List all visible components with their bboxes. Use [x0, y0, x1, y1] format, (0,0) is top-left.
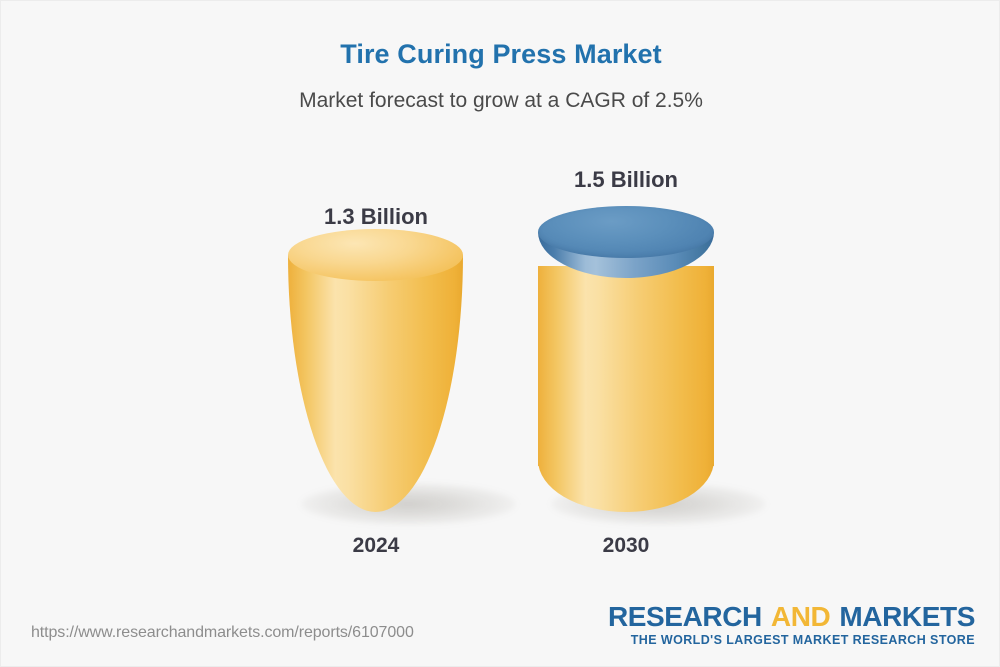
- bar-segment-base-2030: [538, 460, 714, 512]
- source-url[interactable]: https://www.researchandmarkets.com/repor…: [31, 624, 414, 641]
- bar-segment-base-column-2030: [538, 266, 714, 466]
- brand-tagline: THE WORLD'S LARGEST MARKET RESEARCH STOR…: [630, 633, 975, 648]
- bar-top-cap-2030: [538, 206, 714, 258]
- page-title: Tire Curing Press Market: [340, 39, 662, 69]
- brand-logo[interactable]: RESEARCH AND MARKETS THE WORLD'S LARGEST M…: [608, 602, 975, 648]
- brand-word-research: RESEARCH: [607, 601, 762, 632]
- bar-value-label-2024: 1.3 Billion: [324, 204, 428, 229]
- brand-wordmark: RESEARCH AND MARKETS: [608, 602, 975, 631]
- brand-word-and: AND: [770, 601, 831, 632]
- bar-value-label-2030: 1.5 Billion: [574, 167, 678, 192]
- bar-cylinder-2030[interactable]: [538, 206, 714, 512]
- chart-subtitle: Market forecast to grow at a CAGR of 2.5…: [299, 89, 703, 112]
- bar-segment-base-2024: [288, 255, 463, 512]
- brand-word-markets: MARKETS: [839, 601, 975, 632]
- bar-category-label-2030: 2030: [602, 534, 650, 557]
- bar-top-cap-2024: [288, 229, 463, 281]
- bar-category-label-2024: 2024: [352, 534, 400, 557]
- bar-cylinder-2024[interactable]: [288, 229, 463, 512]
